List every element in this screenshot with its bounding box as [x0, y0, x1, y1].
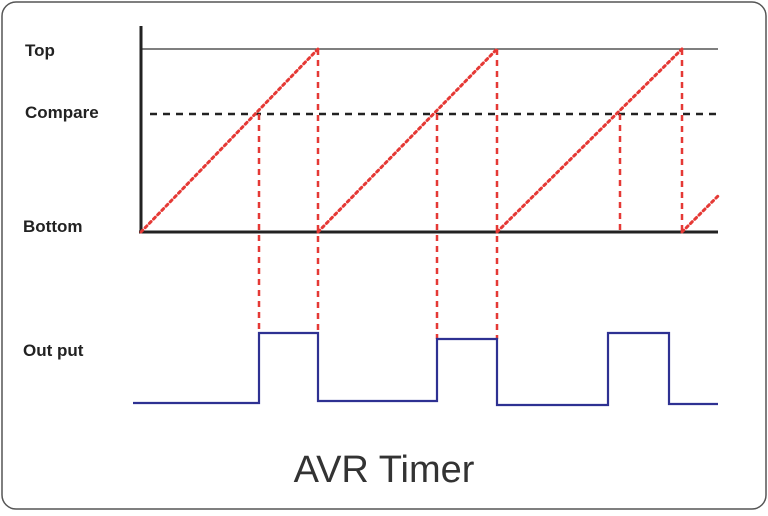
event-markers [257, 49, 684, 339]
diagram-title: AVR Timer [294, 449, 475, 491]
counter-ramp-4 [680, 192, 722, 234]
counter-ramp-2 [316, 47, 499, 234]
label-compare: Compare [25, 103, 99, 122]
counter-waveform [139, 47, 722, 234]
counter-ramp-3 [495, 47, 684, 234]
label-bottom: Bottom [23, 217, 82, 236]
counter-ramp-1 [139, 47, 320, 234]
label-top: Top [25, 41, 55, 60]
label-output: Out put [23, 341, 84, 360]
output-waveform [133, 331, 718, 407]
